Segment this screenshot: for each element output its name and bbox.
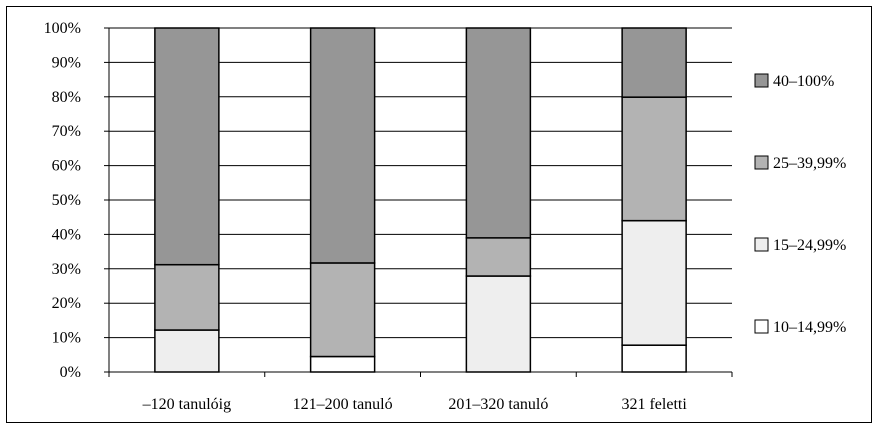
- bar-segment: [621, 219, 687, 346]
- bar-segment: [154, 329, 220, 373]
- bar-segment: [309, 27, 376, 264]
- bar-segment: [465, 275, 532, 373]
- x-tick-label: 201–320 tanuló: [448, 396, 548, 413]
- legend: 40–100% 25–39,99% 15–24,99% 10–14,99%: [754, 73, 846, 336]
- legend-swatch: [754, 319, 769, 334]
- y-tick-label: 60%: [52, 158, 81, 175]
- bar-segment: [465, 237, 532, 277]
- chart-frame: [6, 6, 872, 423]
- legend-label: 15–24,99%: [773, 237, 846, 254]
- bar-segment: [309, 355, 376, 373]
- y-tick-label: 70%: [52, 123, 81, 140]
- bar-segment: [309, 262, 376, 358]
- y-tick-label: 0%: [60, 364, 81, 381]
- y-axis-ticks: 0% 10% 20% 30% 40% 50% 60% 70% 80% 90% 100%: [44, 20, 109, 381]
- x-tick-label: 321 feletti: [621, 396, 687, 413]
- bar-segment: [154, 27, 220, 266]
- legend-label: 10–14,99%: [773, 319, 846, 336]
- bar-segment: [465, 27, 532, 239]
- legend-swatch: [754, 155, 769, 170]
- bars: [154, 27, 687, 373]
- y-tick-label: 40%: [52, 226, 81, 243]
- y-tick-label: 10%: [52, 330, 81, 347]
- y-tick-label: 50%: [52, 192, 81, 209]
- x-axis-labels: –120 tanulóig 121–200 tanuló 201–320 tanul…: [142, 396, 688, 413]
- y-tick-label: 30%: [52, 261, 81, 278]
- bar-segment: [621, 96, 687, 222]
- x-tick-label: –120 tanulóig: [142, 396, 231, 413]
- y-tick-label: 100%: [44, 20, 81, 37]
- legend-label: 25–39,99%: [773, 155, 846, 172]
- y-tick-label: 20%: [52, 295, 81, 312]
- y-tick-label: 80%: [52, 89, 81, 106]
- legend-swatch: [754, 237, 769, 252]
- y-tick-label: 90%: [52, 54, 81, 71]
- x-axis-ticks: [108, 372, 733, 377]
- bar-segment: [621, 344, 687, 373]
- bar-segment: [154, 263, 220, 331]
- bar-segment: [621, 27, 687, 98]
- legend-swatch: [754, 73, 769, 88]
- x-tick-label: 121–200 tanuló: [293, 396, 393, 413]
- legend-label: 40–100%: [773, 73, 834, 90]
